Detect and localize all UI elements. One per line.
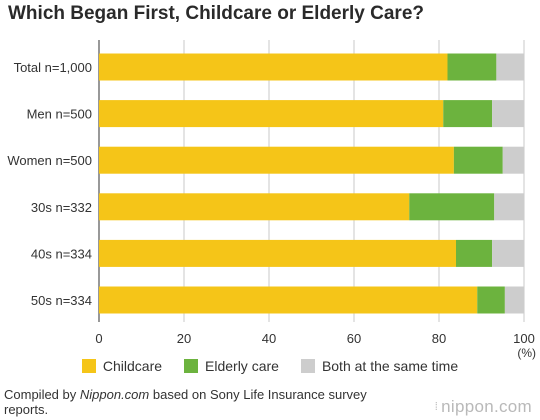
x-tick-label: 0 [95, 331, 102, 346]
category-label: 30s n=332 [31, 200, 92, 215]
brand-text: nippon.com [441, 397, 532, 416]
bar-childcare [99, 146, 454, 174]
category-label: Men n=500 [27, 107, 92, 122]
x-tick-labels: 0 20 40 60 80 100 [95, 331, 534, 346]
legend-swatch-both [300, 359, 315, 373]
bar-childcare [99, 100, 444, 128]
bar-childcare [99, 286, 478, 314]
brand-dots-icon: ⁞ [434, 401, 439, 413]
bar-childcare [99, 53, 448, 81]
bar-elderly-care [443, 100, 493, 128]
bar-childcare [99, 193, 410, 221]
bar-both [492, 239, 524, 267]
x-tick-label: 40 [262, 331, 276, 346]
x-axis-unit: (%) [517, 346, 536, 360]
bars [99, 53, 524, 314]
bar-both [496, 53, 524, 81]
source-site: Nippon.com [79, 387, 150, 402]
category-label: 40s n=334 [31, 246, 92, 261]
legend-label-childcare: Childcare [102, 358, 163, 374]
legend-item-elderly-care: Elderly care [184, 358, 279, 374]
bar-childcare [99, 239, 456, 267]
category-label: Women n=500 [7, 153, 92, 168]
category-labels: Total n=1,000 Men n=500 Women n=500 30s n=3… [7, 60, 92, 308]
bar-elderly-care [447, 53, 497, 81]
source-suffix: based on Sony Life Insurance survey repo… [4, 387, 367, 417]
bar-elderly-care [409, 193, 495, 221]
chart-title: Which Began First, Childcare or Elderly … [8, 3, 424, 24]
legend-swatch-childcare [81, 359, 96, 373]
bar-both [494, 193, 524, 221]
legend-item-both: Both at the same time [300, 358, 459, 374]
category-label: Total n=1,000 [14, 60, 92, 75]
bar-elderly-care [456, 239, 493, 267]
grid-lines [98, 40, 525, 322]
bar-both [504, 286, 524, 314]
legend-item-childcare: Childcare [81, 358, 163, 374]
legend-label-elderly-care: Elderly care [205, 358, 279, 374]
category-label: 50s n=334 [31, 293, 92, 308]
legend-label-both: Both at the same time [321, 358, 459, 374]
legend-swatch-elderly-care [184, 359, 199, 373]
x-tick-label: 60 [347, 331, 361, 346]
source-note: Compiled by Nippon.com based on Sony Lif… [4, 387, 384, 417]
x-tick-label: 20 [177, 331, 191, 346]
bar-elderly-care [453, 146, 503, 174]
stacked-bar-chart: Total n=1,000 Men n=500 Women n=500 30s n=3… [7, 40, 536, 360]
x-tick-label: 80 [432, 331, 446, 346]
bar-elderly-care [477, 286, 505, 314]
bar-both [492, 100, 524, 128]
legend: Childcare Elderly care Both at the same … [0, 358, 540, 374]
bar-both [502, 146, 524, 174]
source-prefix: Compiled by [4, 387, 80, 402]
x-tick-label: 100 [513, 331, 535, 346]
brand-logo: ⁞ nippon.com [435, 397, 532, 417]
